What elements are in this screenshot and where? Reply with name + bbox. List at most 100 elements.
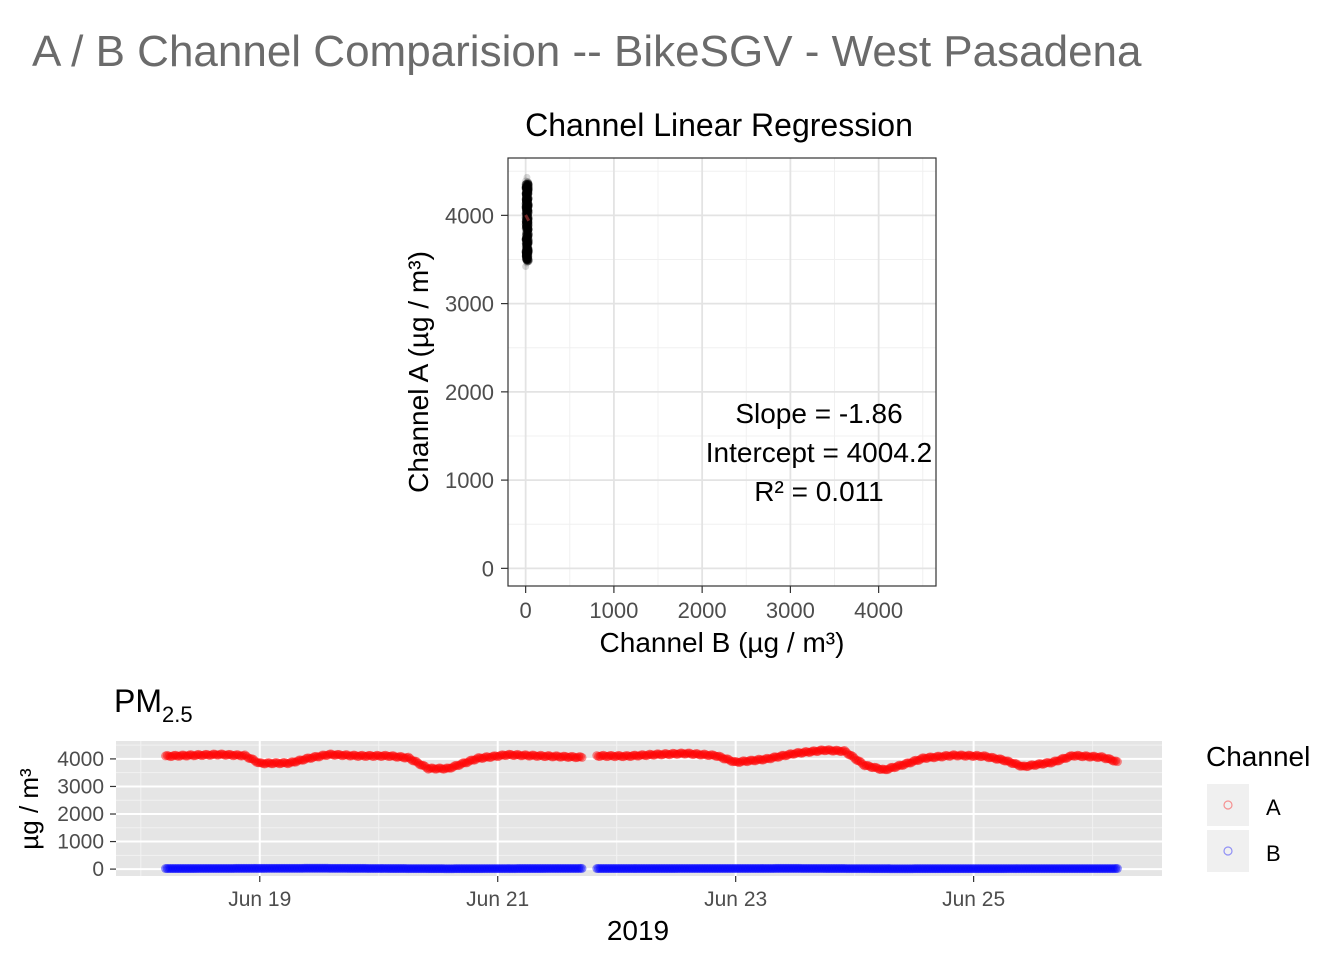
regression-point xyxy=(523,255,532,264)
series-a-point xyxy=(840,746,850,756)
regression-point xyxy=(522,183,531,192)
regression-point xyxy=(522,200,531,209)
series-b-point xyxy=(324,863,334,873)
series-b-point xyxy=(278,863,288,873)
regression-point xyxy=(523,180,532,189)
series-a xyxy=(161,745,1122,775)
series-a-point xyxy=(934,751,944,761)
series-b-point xyxy=(286,863,296,873)
series-a-point xyxy=(453,761,463,771)
series-b-point xyxy=(879,864,889,874)
regression-point xyxy=(521,189,530,198)
regression-point xyxy=(523,218,532,227)
regression-point xyxy=(522,201,531,210)
series-b-point xyxy=(204,863,214,873)
series-a-point xyxy=(524,751,534,761)
series-b-point xyxy=(232,863,242,873)
regression-point xyxy=(522,236,531,245)
series-a-point xyxy=(760,754,770,764)
series-a-point xyxy=(213,750,223,760)
series-a-point xyxy=(927,752,937,762)
series-a-point xyxy=(296,755,306,765)
series-a-point xyxy=(955,750,965,760)
series-b-point xyxy=(653,864,663,874)
series-a-point xyxy=(633,751,643,761)
series-b-point xyxy=(610,864,620,874)
series-b-point xyxy=(605,864,615,874)
series-a-point xyxy=(270,758,280,768)
series-a-point xyxy=(531,751,541,761)
regression-point xyxy=(524,218,533,227)
series-a-point xyxy=(513,749,523,759)
series-b-point xyxy=(736,863,746,873)
series-a-point xyxy=(428,763,438,773)
series-a-point xyxy=(489,751,499,761)
series-a-point xyxy=(724,755,734,765)
regression-point xyxy=(524,194,533,203)
series-a-point xyxy=(326,749,336,759)
series-b-point xyxy=(1015,864,1025,874)
series-a-point xyxy=(988,753,998,763)
series-b-point xyxy=(696,863,706,873)
series-b-point xyxy=(856,864,866,874)
series-a-point xyxy=(384,752,394,762)
series-b-point xyxy=(622,864,632,874)
series-b-point xyxy=(944,864,954,874)
regression-y-tick-label: 4000 xyxy=(445,203,494,228)
regression-point xyxy=(522,224,531,233)
regression-point xyxy=(521,205,530,214)
series-b-point xyxy=(691,863,701,873)
regression-point xyxy=(523,196,532,205)
legend-label-b: B xyxy=(1266,841,1281,866)
regression-point xyxy=(522,207,531,216)
regression-point xyxy=(522,235,531,244)
regression-point xyxy=(522,247,531,256)
series-a-point xyxy=(627,751,637,761)
series-a-point xyxy=(1084,752,1094,762)
regression-point xyxy=(521,194,530,203)
series-b-point xyxy=(575,863,585,873)
series-a-point xyxy=(364,750,374,760)
series-a-point xyxy=(610,752,620,762)
series-b-point xyxy=(861,864,871,874)
series-b-point xyxy=(496,864,506,874)
series-b-point xyxy=(592,864,602,874)
regression-point xyxy=(524,255,533,264)
series-b-point xyxy=(309,863,319,873)
series-a-point xyxy=(450,761,460,771)
series-b-point xyxy=(542,864,552,874)
regression-point xyxy=(522,255,531,264)
series-a-point xyxy=(982,752,992,762)
series-a-point xyxy=(446,763,456,773)
regression-point xyxy=(523,202,532,211)
series-a-point xyxy=(888,762,898,772)
series-b-point xyxy=(660,864,670,874)
regression-point xyxy=(523,182,532,191)
series-b-point xyxy=(245,863,255,873)
regression-point xyxy=(524,247,533,256)
regression-point xyxy=(522,234,531,243)
series-b-point xyxy=(225,863,235,873)
series-a-point xyxy=(532,751,542,761)
regression-point xyxy=(522,247,531,256)
series-a-point xyxy=(998,756,1008,766)
series-b-point xyxy=(552,863,562,873)
regression-point xyxy=(523,224,532,233)
series-a-point xyxy=(929,753,939,763)
series-b-point xyxy=(595,864,605,874)
regression-point xyxy=(524,222,533,231)
regression-point xyxy=(521,249,530,258)
series-b-point xyxy=(712,863,722,873)
series-a-point xyxy=(729,756,739,766)
series-b-point xyxy=(904,864,914,874)
series-a-point xyxy=(780,751,790,761)
series-a-point xyxy=(508,750,518,760)
series-a-point xyxy=(559,751,569,761)
series-b-point xyxy=(972,864,982,874)
series-a-point xyxy=(327,750,337,760)
series-b-point xyxy=(765,863,775,873)
series-a-point xyxy=(822,745,832,755)
series-b-point xyxy=(833,864,843,874)
regression-x-tick-label: 2000 xyxy=(678,598,727,623)
series-a-point xyxy=(433,763,443,773)
